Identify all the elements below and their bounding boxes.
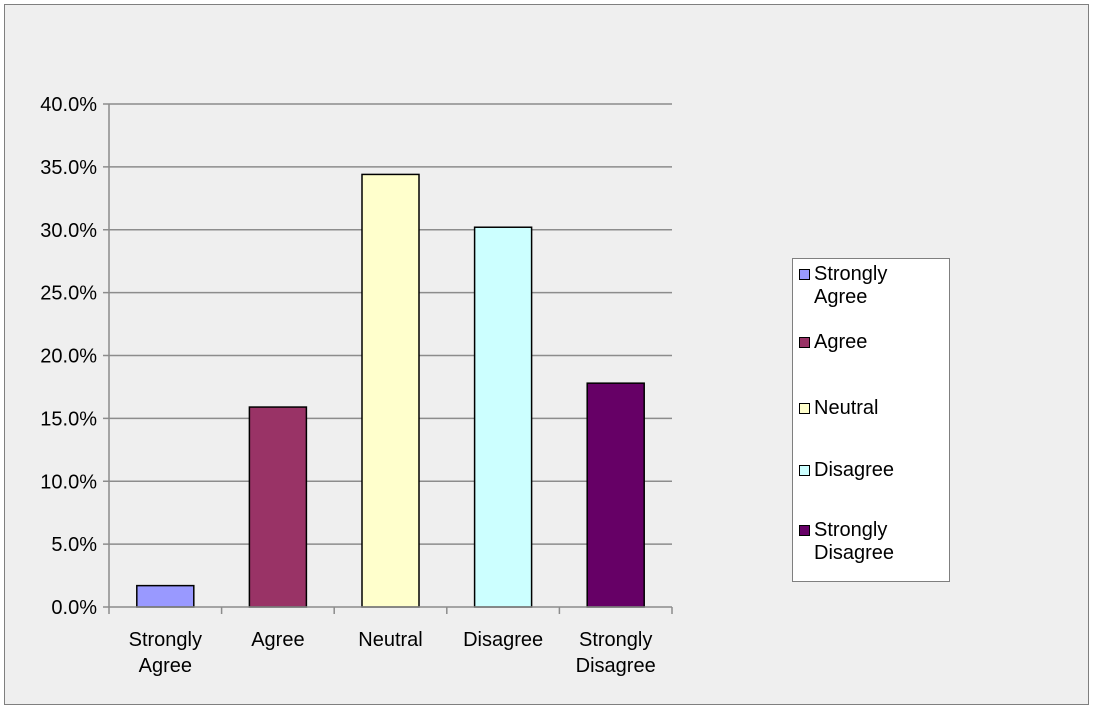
legend-label: Strongly Agree bbox=[814, 263, 888, 308]
bar-strongly-agree bbox=[136, 584, 195, 608]
legend-label: Disagree bbox=[814, 459, 895, 481]
axes bbox=[108, 104, 673, 614]
bars bbox=[136, 173, 645, 608]
bar-agree bbox=[248, 406, 308, 608]
y-tick-label: 5.0% bbox=[51, 534, 97, 556]
y-tick-label: 15.0% bbox=[40, 408, 97, 430]
x-tick-label: Agree bbox=[251, 629, 304, 651]
legend-item: Strongly Disagree bbox=[799, 519, 944, 565]
x-tick-labels: Strongly Agree Agree Neutral Disagree Strongl… bbox=[129, 629, 656, 677]
legend-swatch bbox=[799, 403, 810, 414]
x-tick-label: Strongly Agree bbox=[129, 629, 202, 677]
legend-swatch bbox=[799, 465, 810, 476]
x-tick-label: Disagree bbox=[463, 629, 543, 651]
bar-disagree bbox=[473, 226, 533, 608]
y-tick-label: 25.0% bbox=[40, 283, 97, 305]
legend-item: Strongly Agree bbox=[799, 263, 944, 309]
bar-strongly-disagree bbox=[586, 382, 645, 608]
y-tick-labels: 0.0% 5.0% 10.0% 15.0% 20.0% 25.0% 30.0% 35.0% 40… bbox=[40, 94, 97, 619]
legend: Strongly Agree Agree Neutral Disagree Strongl… bbox=[792, 258, 950, 582]
x-tick-label: Strongly Disagree bbox=[576, 629, 656, 677]
legend-item: Agree bbox=[799, 331, 944, 354]
legend-label: Neutral bbox=[814, 397, 879, 419]
y-tick-label: 20.0% bbox=[40, 346, 97, 368]
legend-swatch bbox=[799, 337, 810, 348]
legend-swatch bbox=[799, 269, 810, 280]
y-tick-label: 30.0% bbox=[40, 220, 97, 242]
y-tick-label: 35.0% bbox=[40, 157, 97, 179]
bar-neutral bbox=[361, 173, 420, 608]
x-tick-label: Neutral bbox=[358, 629, 422, 651]
legend-item: Disagree bbox=[799, 459, 944, 482]
legend-item: Neutral bbox=[799, 397, 944, 420]
legend-label: Strongly Disagree bbox=[814, 519, 895, 564]
y-tick-label: 40.0% bbox=[40, 94, 97, 116]
legend-swatch bbox=[799, 525, 810, 536]
y-tick-label: 10.0% bbox=[40, 471, 97, 493]
legend-label: Agree bbox=[814, 331, 868, 353]
y-tick-label: 0.0% bbox=[51, 597, 97, 619]
